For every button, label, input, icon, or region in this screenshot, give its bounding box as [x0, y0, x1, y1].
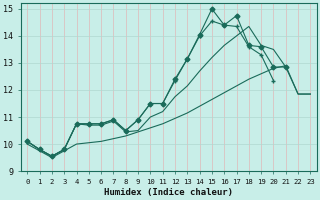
X-axis label: Humidex (Indice chaleur): Humidex (Indice chaleur) — [104, 188, 233, 197]
